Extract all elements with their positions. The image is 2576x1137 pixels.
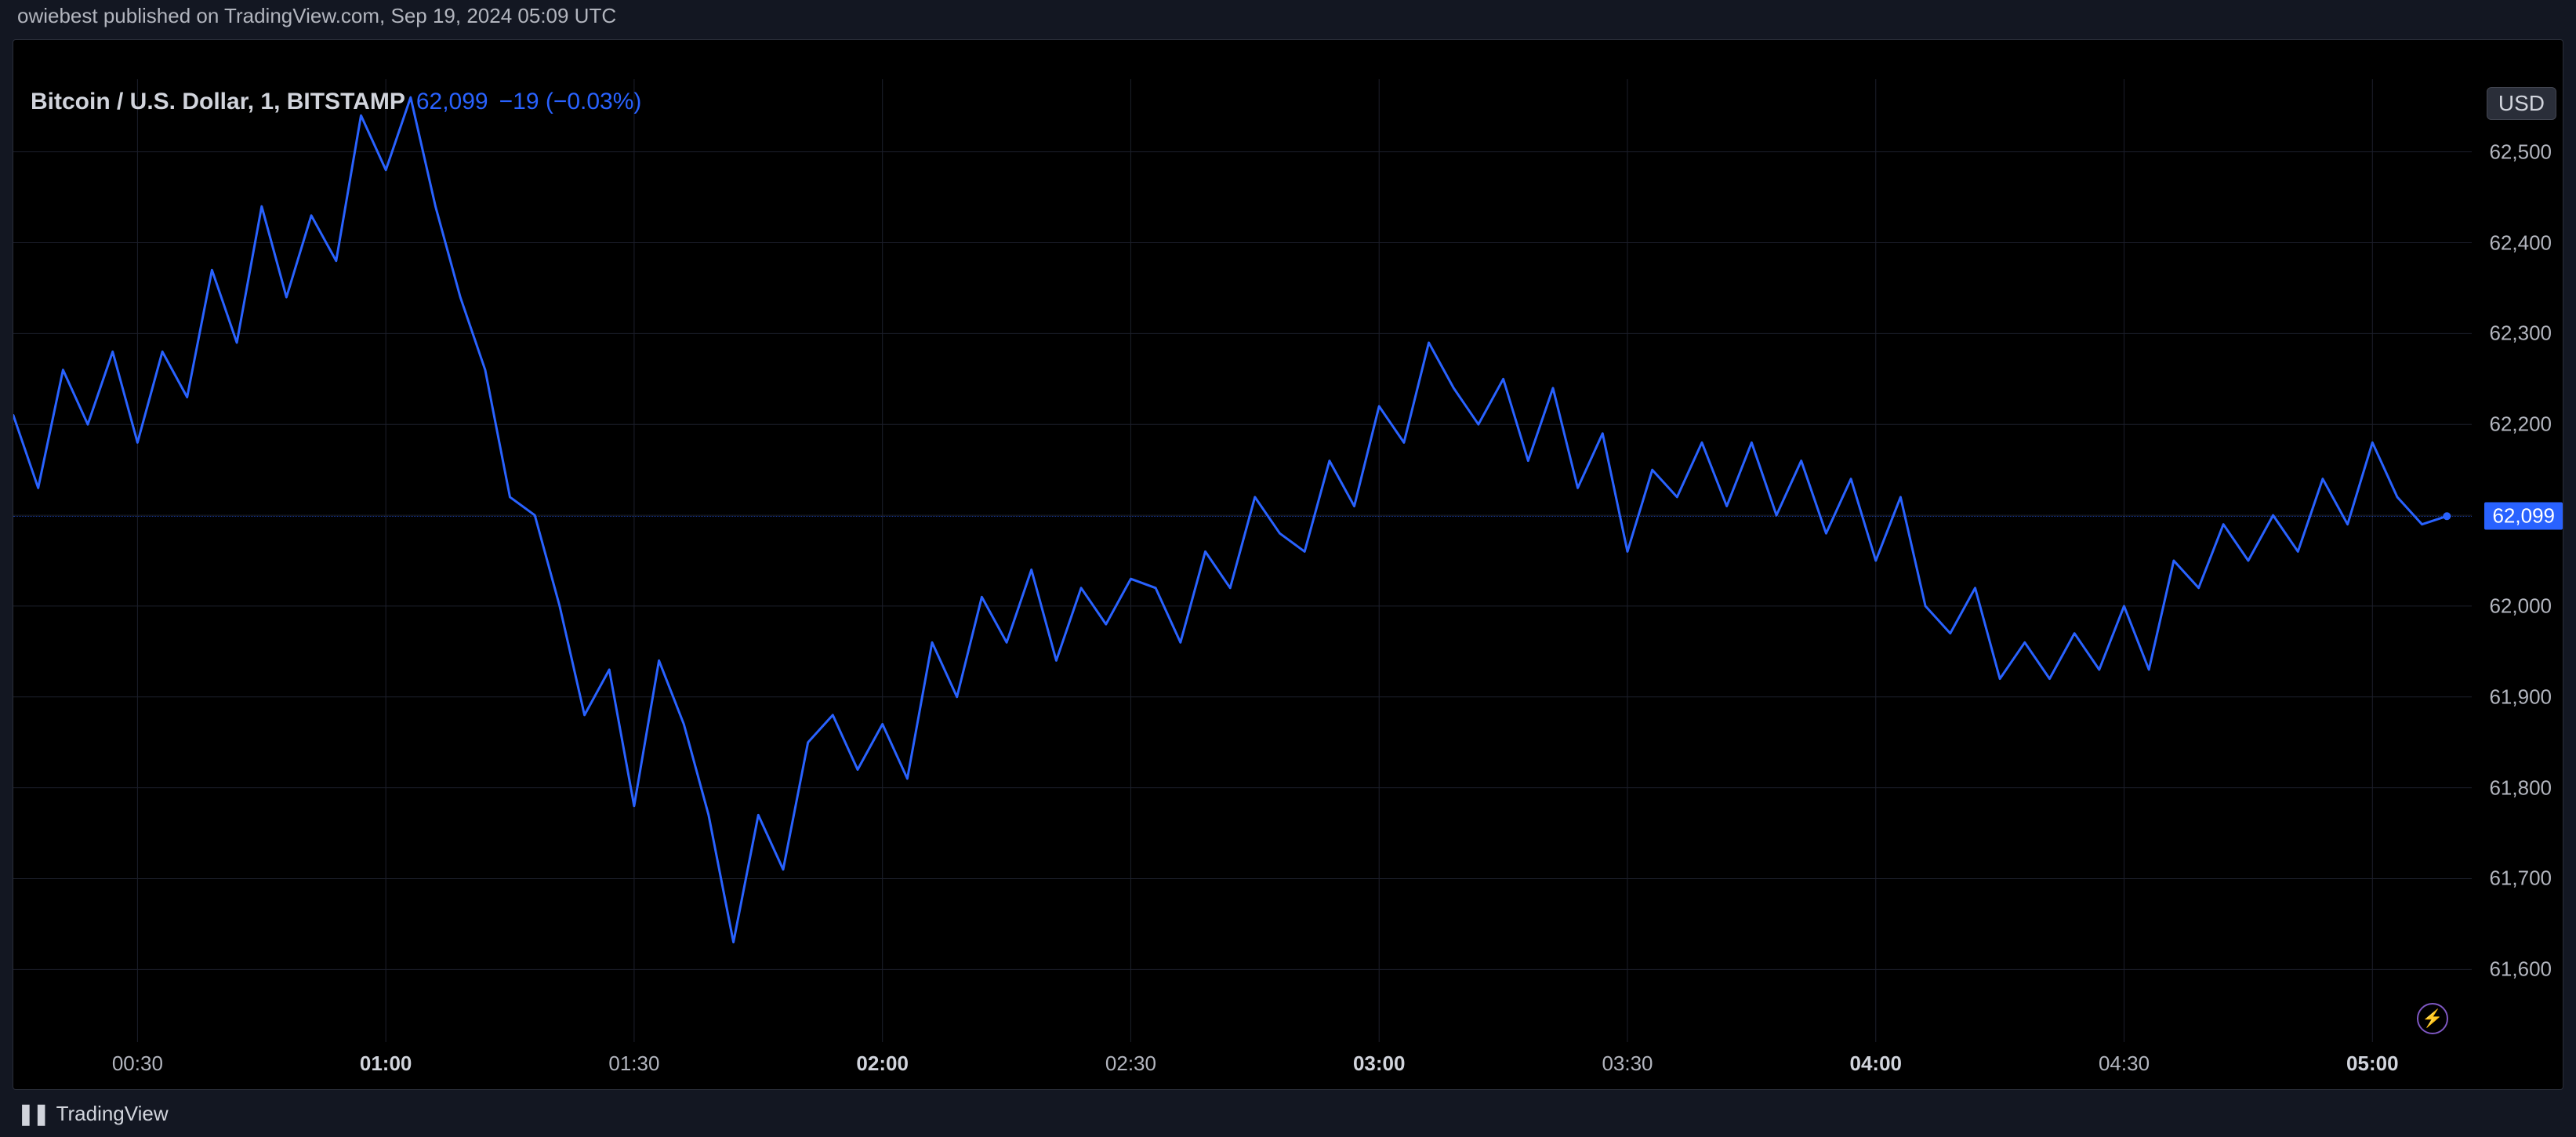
y-tick-label: 61,600 (2489, 957, 2552, 982)
x-axis: 00:30 01:00 01:30 02:00 02:30 03:00 03:30 04:00… (13, 1042, 2472, 1089)
y-tick-label: 62,000 (2489, 594, 2552, 618)
brand-text: TradingView (56, 1102, 169, 1126)
legend-price: 62,099 (416, 89, 488, 115)
y-tick-label: 62,300 (2489, 321, 2552, 346)
publish-header: owiebest published on TradingView.com, S… (0, 0, 2576, 31)
x-tick-label: 03:30 (1602, 1052, 1653, 1076)
x-tick-label: 04:30 (2099, 1052, 2150, 1076)
y-tick-label: 62,200 (2489, 412, 2552, 437)
plot-area[interactable] (13, 79, 2472, 1042)
legend-change: −19 (−0.03%) (499, 89, 642, 115)
y-tick-label: 61,700 (2489, 866, 2552, 891)
x-tick-label: 02:00 (856, 1052, 909, 1076)
current-price-tag: 62,099 (2484, 503, 2563, 530)
chart-panel[interactable]: Bitcoin / U.S. Dollar, 1, BITSTAMP 62,09… (13, 39, 2563, 1090)
y-axis: 61,60061,70061,80061,90062,00062,10062,2… (2472, 79, 2563, 1042)
x-tick-label: 03:00 (1353, 1052, 1406, 1076)
lightning-icon[interactable]: ⚡ (2417, 1003, 2448, 1034)
y-tick-label: 62,500 (2489, 140, 2552, 164)
x-tick-label: 00:30 (112, 1052, 163, 1076)
tradingview-logo-icon: ❚❚ (17, 1102, 49, 1126)
x-tick-label: 02:30 (1105, 1052, 1156, 1076)
x-tick-label: 01:30 (608, 1052, 659, 1076)
publish-text: owiebest published on TradingView.com, S… (17, 4, 616, 28)
footer-bar: ❚❚ TradingView (0, 1090, 2576, 1137)
currency-badge[interactable]: USD (2487, 87, 2556, 120)
chart-root: owiebest published on TradingView.com, S… (0, 0, 2576, 1137)
y-tick-label: 62,400 (2489, 231, 2552, 255)
bolt-glyph: ⚡ (2422, 1008, 2443, 1029)
current-price-line (13, 516, 2472, 517)
y-tick-label: 61,900 (2489, 685, 2552, 709)
x-tick-label: 05:00 (2346, 1052, 2399, 1076)
x-tick-label: 04:00 (1850, 1052, 1903, 1076)
x-tick-label: 01:00 (360, 1052, 412, 1076)
chart-legend: Bitcoin / U.S. Dollar, 1, BITSTAMP 62,09… (31, 89, 641, 115)
legend-title: Bitcoin / U.S. Dollar, 1, BITSTAMP (31, 89, 405, 115)
price-line-svg (13, 79, 2472, 1042)
y-tick-label: 61,800 (2489, 776, 2552, 800)
